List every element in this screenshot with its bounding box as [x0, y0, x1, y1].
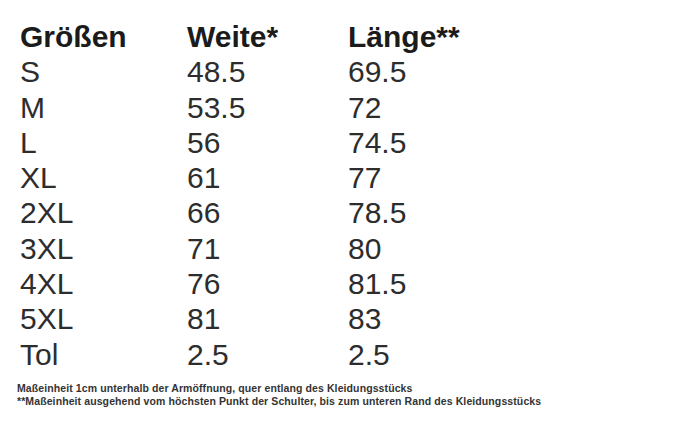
size-cell: XL: [20, 160, 187, 195]
length-cell: 81.5: [348, 266, 406, 301]
width-cell: 66: [187, 195, 348, 230]
table-row-l: L 56 74.5: [20, 125, 460, 160]
length-cell: 83: [348, 301, 381, 336]
length-cell: 2.5: [348, 337, 390, 372]
length-cell: 74.5: [348, 125, 406, 160]
size-cell: 4XL: [20, 266, 187, 301]
table-row-4xl: 4XL 76 81.5: [20, 266, 460, 301]
length-cell: 80: [348, 231, 381, 266]
size-cell: S: [20, 54, 187, 89]
table-row-xl: XL 61 77: [20, 160, 460, 195]
size-cell: 2XL: [20, 195, 187, 230]
column-header-width: Weite*: [187, 19, 348, 54]
table-row-s: S 48.5 69.5: [20, 54, 460, 89]
length-cell: 78.5: [348, 195, 406, 230]
length-cell: 69.5: [348, 54, 406, 89]
width-cell: 53.5: [187, 90, 348, 125]
table-row-5xl: 5XL 81 83: [20, 301, 460, 336]
table-row-tol: Tol 2.5 2.5: [20, 337, 460, 372]
size-cell: L: [20, 125, 187, 160]
size-cell: Tol: [20, 337, 187, 372]
width-cell: 56: [187, 125, 348, 160]
footnotes: Maßeinheit 1cm unterhalb der Armöffnung,…: [17, 382, 541, 408]
table-header-row: Größen Weite* Länge**: [20, 19, 460, 54]
width-cell: 48.5: [187, 54, 348, 89]
footnote-width-measure: Maßeinheit 1cm unterhalb der Armöffnung,…: [17, 382, 541, 395]
size-cell: 5XL: [20, 301, 187, 336]
size-cell: M: [20, 90, 187, 125]
size-chart-table: Größen Weite* Länge** S 48.5 69.5 M 53.5…: [20, 19, 460, 372]
column-header-length: Länge**: [348, 19, 460, 54]
table-row-m: M 53.5 72: [20, 90, 460, 125]
size-cell: 3XL: [20, 231, 187, 266]
width-cell: 76: [187, 266, 348, 301]
column-header-sizes: Größen: [20, 19, 187, 54]
width-cell: 81: [187, 301, 348, 336]
length-cell: 72: [348, 90, 381, 125]
table-row-2xl: 2XL 66 78.5: [20, 195, 460, 230]
width-cell: 61: [187, 160, 348, 195]
table-row-3xl: 3XL 71 80: [20, 231, 460, 266]
width-cell: 2.5: [187, 337, 348, 372]
length-cell: 77: [348, 160, 381, 195]
width-cell: 71: [187, 231, 348, 266]
footnote-length-measure: **Maßeinheit ausgehend vom höchsten Punk…: [17, 395, 541, 408]
